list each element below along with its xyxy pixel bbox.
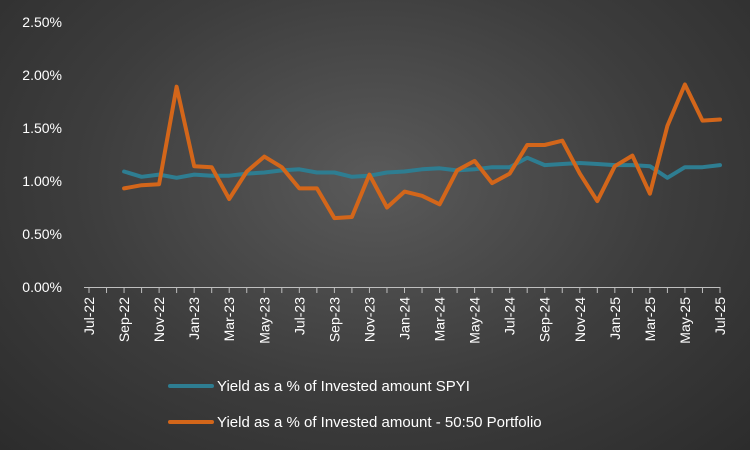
y-tick-label: 0.00% — [22, 279, 62, 295]
x-tick-label: Jul-22 — [81, 297, 97, 335]
legend: Yield as a % of Invested amount SPYI Yiel… — [168, 378, 542, 431]
x-tick-label: Jan-25 — [607, 297, 623, 340]
x-tick-label: Nov-24 — [572, 297, 588, 342]
x-tick-label: May-23 — [256, 297, 272, 344]
x-tick-label: May-24 — [467, 297, 483, 344]
y-tick-label: 2.00% — [22, 67, 62, 83]
x-tick-label: Mar-23 — [221, 297, 237, 342]
y-axis: 0.00% 0.50% 1.00% 1.50% 2.00% 2.50% — [22, 14, 62, 295]
x-tick-label: Jul-23 — [291, 297, 307, 335]
x-tick-label: Jul-24 — [502, 297, 518, 335]
x-tick-label: Nov-22 — [151, 297, 167, 342]
x-tick-label: Mar-24 — [432, 297, 448, 342]
x-axis: Jul-22 Sep-22 Nov-22 Jan-23 Mar-23 May-23 Jul-… — [81, 287, 728, 344]
x-tick-label: Jan-24 — [397, 297, 413, 340]
x-tick-label: Sep-23 — [326, 297, 342, 342]
series-line-2 — [122, 82, 722, 221]
x-tick-label: Sep-22 — [116, 297, 132, 342]
x-tick-label: Mar-25 — [642, 297, 658, 342]
y-tick-label: 2.50% — [22, 14, 62, 30]
y-tick-label: 0.50% — [22, 226, 62, 242]
y-tick-label: 1.00% — [22, 173, 62, 189]
x-tick-label: Sep-24 — [537, 297, 553, 342]
y-tick-label: 1.50% — [22, 120, 62, 136]
legend-label-2: Yield as a % of Invested amount - 50:50 … — [217, 414, 542, 431]
series-layer — [122, 82, 722, 221]
x-tick-label: Nov-23 — [361, 297, 377, 342]
series-line-1 — [122, 155, 722, 180]
legend-label-1: Yield as a % of Invested amount SPYI — [217, 378, 470, 395]
x-tick-label: May-25 — [677, 297, 693, 344]
x-tick-label: Jan-23 — [186, 297, 202, 340]
x-tick-label: Jul-25 — [712, 297, 728, 335]
